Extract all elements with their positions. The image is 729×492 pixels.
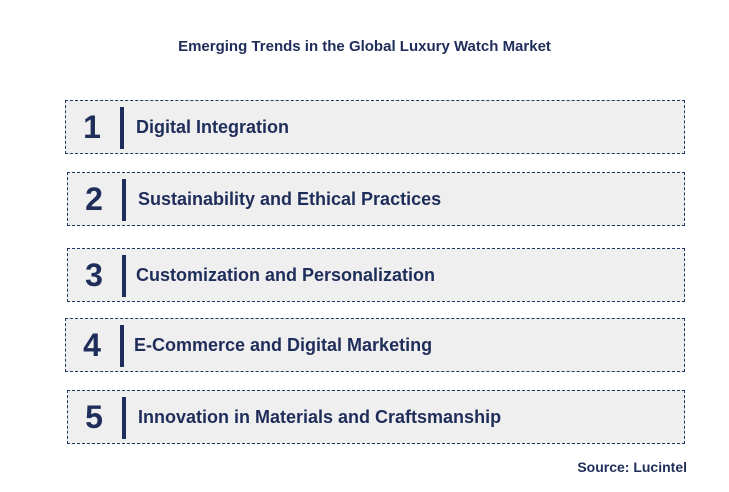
trend-item-2: 2 Sustainability and Ethical Practices <box>67 172 685 226</box>
source-note: Source: Lucintel <box>577 459 687 475</box>
trend-divider <box>120 107 124 149</box>
trend-divider <box>120 325 124 367</box>
trend-number: 5 <box>85 398 103 435</box>
trend-label: Innovation in Materials and Craftsmanshi… <box>138 406 502 427</box>
trend-number: 2 <box>85 180 103 217</box>
trend-item-5: 5 Innovation in Materials and Craftsmans… <box>67 390 685 444</box>
trend-label: Digital Integration <box>136 116 289 137</box>
trend-item-4: 4 E-Commerce and Digital Marketing <box>65 318 685 372</box>
trend-item-1: 1 Digital Integration <box>65 100 685 154</box>
trend-label: Sustainability and Ethical Practices <box>138 188 442 209</box>
trend-item-3: 3 Customization and Personalization <box>67 248 685 302</box>
trend-label: E-Commerce and Digital Marketing <box>134 334 433 355</box>
trend-divider <box>122 397 126 439</box>
trend-number: 3 <box>85 256 103 293</box>
trend-divider <box>122 255 126 297</box>
diagram-title: Emerging Trends in the Global Luxury Wat… <box>178 38 551 55</box>
trend-label: Customization and Personalization <box>136 264 436 285</box>
trend-divider <box>122 179 126 221</box>
trend-number: 4 <box>83 326 101 363</box>
trend-number: 1 <box>83 108 101 145</box>
